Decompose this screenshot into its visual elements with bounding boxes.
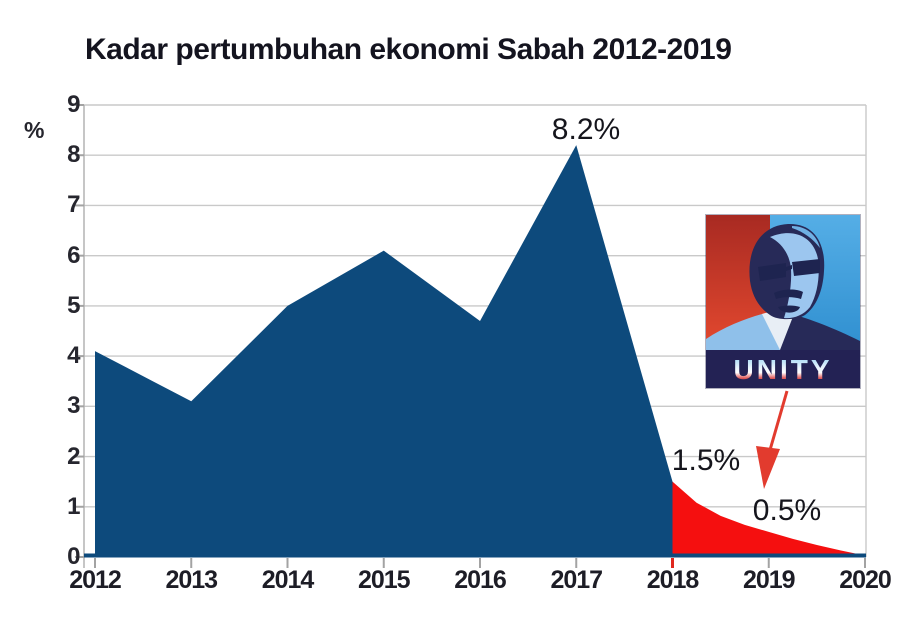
x-tick-label-2016: 2016: [454, 566, 507, 594]
poster-shirt-collar: [762, 311, 794, 350]
x-tick-label-2018: 2018: [646, 566, 700, 594]
poster-hair-highlight: [792, 226, 820, 248]
unity-poster-portrait: [706, 215, 860, 350]
arrow-head-icon: [756, 446, 780, 489]
arrow-line: [768, 390, 789, 451]
poster-right-shoulder: [780, 314, 860, 350]
unity-caption-text: UNITY: [734, 354, 833, 385]
poster-glasses-right-lens: [792, 259, 820, 276]
y-tick-label-4: 4: [67, 342, 80, 370]
area-series-blue: [95, 145, 673, 557]
x-axis-baseline: [84, 553, 866, 558]
unity-caption-canvas: UNITY: [734, 354, 833, 385]
y-tick-label-6: 6: [67, 241, 80, 269]
poster-glasses-bridge: [786, 265, 792, 271]
chart-title: Kadar pertumbuhan ekonomi Sabah 2012-201…: [85, 33, 732, 66]
x-tick-label-2014: 2014: [261, 566, 315, 594]
unity-caption-band: UNITY: [706, 350, 860, 388]
x-tick-label-2015: 2015: [357, 566, 411, 594]
y-tick-label-1: 1: [67, 492, 80, 520]
x-tick-label-2013: 2013: [165, 566, 218, 594]
annotation-2018: 1.5%: [671, 444, 741, 477]
y-tick-label-0: 0: [67, 543, 80, 570]
x-tick-label-2020: 2020: [839, 566, 892, 594]
annotation-2019: 0.5%: [752, 494, 822, 527]
y-axis-unit-label: %: [24, 117, 45, 143]
x-tick-label-2019: 2019: [742, 566, 796, 594]
unity-poster: UNITY: [706, 215, 860, 388]
y-tick-label-9: 9: [67, 91, 80, 118]
y-tick-label-8: 8: [67, 141, 80, 169]
area-series-red: [672, 481, 865, 557]
y-tick-label-3: 3: [67, 392, 80, 420]
poster-goatee: [778, 305, 800, 313]
poster-left-shoulder: [706, 314, 780, 350]
poster-mustache: [774, 289, 803, 299]
y-tick-label-5: 5: [67, 291, 80, 319]
y-tick-label-2: 2: [67, 442, 80, 470]
annotation-peak-2017: 8.2%: [551, 113, 621, 146]
y-tick-label-7: 7: [67, 191, 80, 219]
x-tick-label-2017: 2017: [550, 566, 603, 594]
x-tick-label-2012: 2012: [69, 566, 122, 594]
poster-glasses-left-lens: [758, 263, 786, 281]
